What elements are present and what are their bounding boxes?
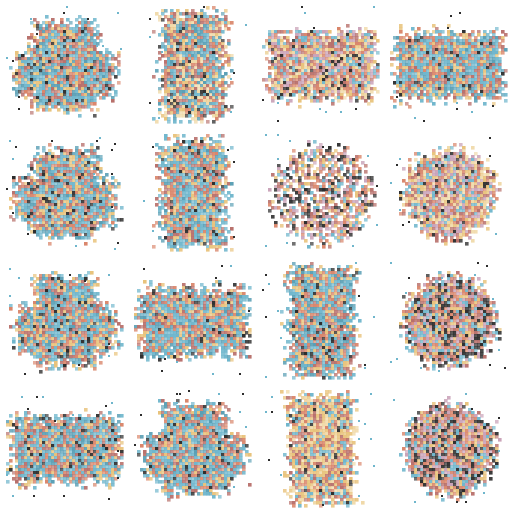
- sample-tile: [256, 384, 384, 512]
- sample-tile: [0, 384, 128, 512]
- noise-blob-image: [9, 268, 124, 375]
- sample-tile: [0, 256, 128, 384]
- sample-tile: [0, 128, 128, 256]
- sample-tile: [128, 0, 256, 128]
- sample-tile: [128, 128, 256, 256]
- noise-blob-image: [393, 393, 502, 503]
- noise-blob-image: [134, 390, 252, 502]
- noise-blob-image: [390, 12, 508, 122]
- sample-tile: [256, 128, 384, 256]
- sample-tile: [128, 384, 256, 512]
- noise-blob-image: [390, 262, 506, 372]
- sample-tile: [0, 0, 128, 128]
- noise-blob-image: [6, 396, 124, 500]
- noise-blob-image: [6, 6, 122, 118]
- noise-blob-image: [134, 265, 252, 375]
- noise-blob-image: [6, 137, 124, 250]
- sample-tile: [384, 256, 512, 384]
- noise-blob-image: [390, 137, 502, 246]
- sample-tile: [384, 128, 512, 256]
- noise-blob-image: [265, 134, 378, 249]
- sample-tile: [384, 384, 512, 512]
- noise-blob-image: [262, 262, 375, 380]
- noise-blob-image: [265, 390, 375, 508]
- sample-tile: [384, 0, 512, 128]
- noise-blob-image: [262, 6, 380, 122]
- noise-blob-image: [149, 6, 247, 124]
- sample-tile: [128, 256, 256, 384]
- sample-tile: [256, 0, 384, 128]
- sample-tile: [256, 256, 384, 384]
- noise-blob-image: [143, 134, 235, 252]
